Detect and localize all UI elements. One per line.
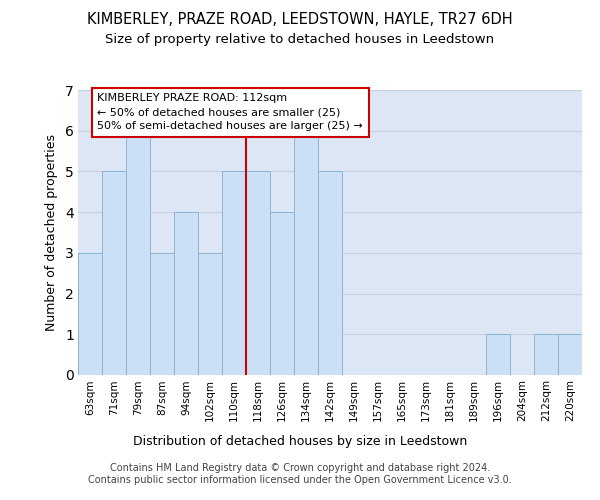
Bar xyxy=(102,172,126,375)
Text: KIMBERLEY, PRAZE ROAD, LEEDSTOWN, HAYLE, TR27 6DH: KIMBERLEY, PRAZE ROAD, LEEDSTOWN, HAYLE,… xyxy=(87,12,513,28)
Y-axis label: Number of detached properties: Number of detached properties xyxy=(45,134,58,331)
Text: Contains HM Land Registry data © Crown copyright and database right 2024.
Contai: Contains HM Land Registry data © Crown c… xyxy=(88,464,512,485)
Bar xyxy=(486,334,510,375)
Bar xyxy=(78,253,102,375)
Bar xyxy=(270,212,294,375)
Text: Size of property relative to detached houses in Leedstown: Size of property relative to detached ho… xyxy=(106,32,494,46)
Text: KIMBERLEY PRAZE ROAD: 112sqm
← 50% of detached houses are smaller (25)
50% of se: KIMBERLEY PRAZE ROAD: 112sqm ← 50% of de… xyxy=(97,94,363,132)
Bar xyxy=(126,130,150,375)
Bar xyxy=(318,172,342,375)
Bar xyxy=(198,253,222,375)
Bar xyxy=(150,253,174,375)
Bar xyxy=(222,172,246,375)
Bar xyxy=(558,334,582,375)
Text: Distribution of detached houses by size in Leedstown: Distribution of detached houses by size … xyxy=(133,435,467,448)
Bar xyxy=(534,334,558,375)
Bar xyxy=(174,212,198,375)
Bar xyxy=(294,130,318,375)
Bar xyxy=(246,172,270,375)
